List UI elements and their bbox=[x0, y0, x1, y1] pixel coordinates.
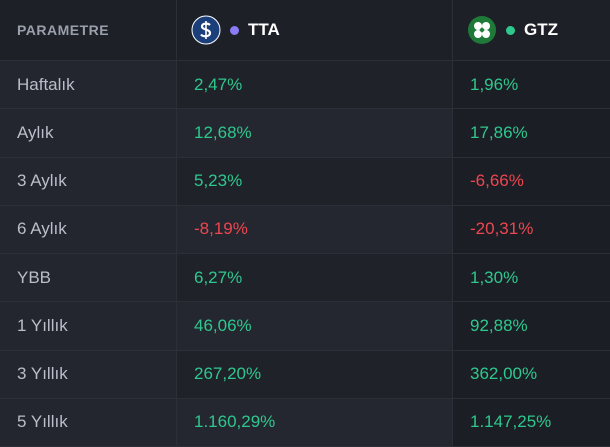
header-cell: PARAMETRE bbox=[0, 0, 177, 61]
value-cell: 12,68% bbox=[177, 109, 452, 158]
row-label: 3 Aylık bbox=[0, 157, 177, 206]
gtz-logo bbox=[468, 16, 496, 44]
row-label: YBB bbox=[0, 254, 177, 303]
row-label: Haftalık bbox=[0, 61, 177, 110]
value-cell: 1,30% bbox=[452, 254, 610, 303]
value-cell: -8,19% bbox=[177, 205, 452, 254]
header-cell-tta: TTA bbox=[177, 0, 452, 61]
header-cell-gtz: GTZ bbox=[452, 0, 610, 61]
value-cell: 46,06% bbox=[177, 302, 452, 351]
series-dot bbox=[506, 25, 515, 35]
row-label: Aylık bbox=[0, 109, 177, 158]
tta-logo bbox=[191, 15, 221, 45]
value-cell: 1.147,25% bbox=[452, 398, 610, 447]
value-cell: 1,96% bbox=[452, 61, 610, 110]
series-dot bbox=[230, 25, 239, 35]
value-cell: 6,27% bbox=[177, 254, 452, 303]
header-text: TTA bbox=[248, 20, 280, 39]
value-cell: 362,00% bbox=[452, 350, 610, 399]
value-cell: 1.160,29% bbox=[177, 398, 452, 447]
row-label: 1 Yıllık bbox=[0, 302, 177, 351]
value-cell: 92,88% bbox=[452, 302, 610, 351]
row-label: 3 Yıllık bbox=[0, 350, 177, 399]
value-cell: 17,86% bbox=[452, 109, 610, 158]
value-cell: 5,23% bbox=[177, 157, 452, 206]
value-cell: 267,20% bbox=[177, 350, 452, 399]
value-cell: -20,31% bbox=[452, 205, 610, 254]
value-cell: -6,66% bbox=[452, 157, 610, 206]
value-cell: 2,47% bbox=[177, 61, 452, 110]
header-text: GTZ bbox=[524, 20, 558, 39]
row-label: 6 Aylık bbox=[0, 205, 177, 254]
row-label: 5 Yıllık bbox=[0, 398, 177, 447]
